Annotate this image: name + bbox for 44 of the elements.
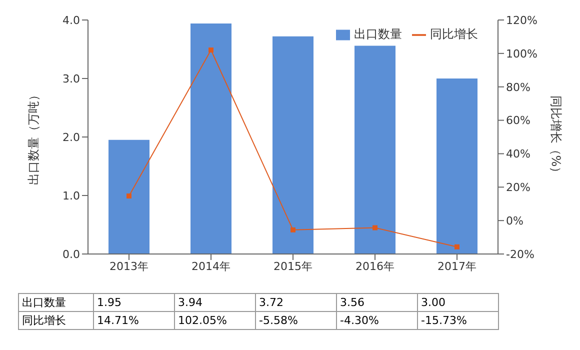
y2-tick-label: 40% — [506, 148, 530, 161]
y-tick-label: 0.0 — [62, 248, 80, 261]
bar — [272, 36, 314, 254]
data-label: 3.72 — [256, 294, 336, 312]
x-tick-label: 2017年 — [438, 260, 476, 273]
point — [290, 227, 296, 232]
bar — [108, 140, 150, 254]
y2-tick-label: 20% — [506, 181, 530, 194]
data-label: -4.30% — [336, 312, 418, 330]
y-tick-label: 1.0 — [62, 189, 80, 202]
point — [372, 225, 378, 230]
data-label: -15.73% — [418, 312, 498, 330]
legend-label: 同比增长 — [430, 27, 478, 41]
y2-tick-label: 120% — [506, 14, 538, 27]
y-tick-label: 4.0 — [62, 14, 80, 27]
text: 同比增长 — [22, 314, 66, 327]
y-axis-title: 出口数量（万吨） — [26, 89, 40, 185]
point — [454, 244, 460, 250]
y-tick-label: 3.0 — [62, 72, 80, 86]
data-label: 3.56 — [336, 294, 418, 312]
data-label: 102.05% — [174, 312, 256, 330]
y2-tick-label: -20% — [506, 248, 534, 261]
bar — [190, 24, 232, 254]
data-label: 14.71% — [94, 312, 174, 330]
legend-label: 出口数量 — [354, 27, 402, 41]
bar — [354, 46, 396, 254]
point — [126, 193, 132, 198]
data-label: -5.58% — [256, 312, 336, 330]
data-label: 3.94 — [174, 294, 256, 312]
y2-tick-label: 100% — [506, 47, 538, 60]
bar — [436, 78, 478, 254]
point — [208, 48, 214, 52]
x-tick-label: 2015年 — [274, 260, 312, 273]
y2-tick-label: 60% — [506, 114, 530, 128]
x-tick-label: 2013年 — [110, 260, 148, 273]
text: 出口数量 — [22, 296, 66, 309]
data-label: 3.00 — [418, 294, 498, 312]
y2-axis-title: 同比增长（%） — [548, 95, 563, 179]
y2-tick-label: 0% — [506, 214, 524, 228]
x-tick-label: 2016年 — [356, 260, 394, 273]
y2-tick-label: 80% — [506, 80, 530, 94]
x-tick-label: 2014年 — [192, 260, 230, 273]
y-tick-label: 2.0 — [62, 130, 80, 144]
data-label: 1.95 — [94, 294, 174, 312]
